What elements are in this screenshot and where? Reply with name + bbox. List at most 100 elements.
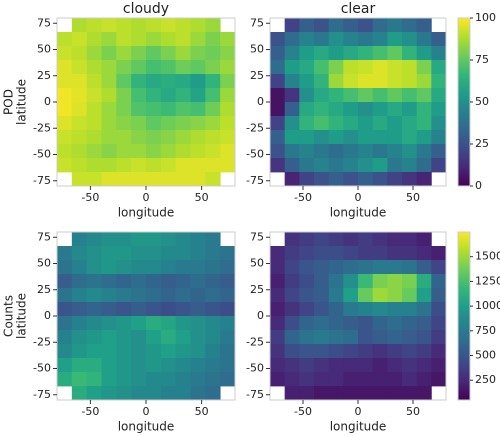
heatmap-cell — [328, 116, 344, 131]
heatmap-cell — [387, 116, 403, 131]
heatmap-cell — [343, 130, 359, 145]
heatmap-cell — [160, 102, 177, 117]
heatmap-cell — [86, 274, 102, 289]
heatmap-cell — [358, 116, 374, 131]
heatmap-cell — [146, 358, 162, 373]
heatmap-cell — [343, 358, 359, 373]
heatmap-cell — [343, 274, 359, 289]
heatmap-cell — [343, 158, 359, 173]
heatmap-cell — [387, 246, 403, 261]
heatmap-cell — [131, 46, 147, 61]
heatmap-cell — [431, 288, 447, 303]
heatmap-cell — [160, 130, 177, 145]
heatmap-cell — [402, 316, 418, 331]
heatmap-cell — [131, 60, 147, 75]
heatmap-cell — [372, 302, 388, 317]
heatmap-cell — [101, 144, 117, 159]
heatmap-cell — [299, 386, 315, 401]
heatmap-cell — [284, 172, 300, 187]
heatmap-cell — [160, 88, 177, 103]
x-tick-label: 0 — [143, 191, 150, 204]
heatmap-cell — [270, 60, 286, 75]
heatmap-cell — [190, 274, 206, 289]
heatmap-cell — [372, 358, 388, 373]
heatmap-cell — [416, 386, 432, 401]
heatmap-cell — [299, 130, 315, 145]
heatmap-cell — [175, 316, 191, 331]
heatmap-cell — [372, 102, 388, 117]
heatmap-cell — [205, 88, 221, 103]
heatmap-cell — [71, 18, 88, 33]
heatmap-cell — [175, 288, 191, 303]
heatmap-cell — [220, 274, 236, 289]
heatmap-cell — [175, 232, 191, 247]
heatmap-cell — [175, 18, 191, 33]
heatmap-cell — [299, 288, 315, 303]
heatmap-cell — [160, 116, 177, 131]
heatmap-cell — [343, 316, 359, 331]
heatmap-cell — [358, 372, 374, 387]
colorbar-tick-label: 50 — [475, 95, 489, 108]
heatmap-cell — [284, 130, 300, 145]
heatmap-cell — [86, 246, 102, 261]
heatmap-cell — [270, 260, 286, 275]
heatmap-cell — [416, 344, 432, 359]
heatmap-cell — [431, 60, 447, 75]
heatmap-cell — [314, 74, 330, 89]
heatmap-cell — [372, 18, 388, 33]
heatmap-cell — [131, 144, 147, 159]
heatmap-cell — [101, 316, 117, 331]
heatmap-cell — [314, 344, 330, 359]
heatmap-cell — [116, 316, 132, 331]
heatmap-cell — [431, 158, 447, 173]
heatmap-cell — [71, 344, 88, 359]
heatmap-cell — [131, 18, 147, 33]
heatmap-cell — [131, 302, 147, 317]
heatmap-cell — [314, 18, 330, 33]
heatmap-cell — [205, 18, 221, 33]
heatmap-cell — [190, 330, 206, 345]
heatmap-cell — [86, 302, 102, 317]
heatmap-cell — [270, 344, 286, 359]
heatmap-cell — [416, 302, 432, 317]
heatmap-cell — [387, 18, 403, 33]
heatmap-cell — [86, 260, 102, 275]
heatmap-cell — [131, 386, 147, 401]
y-tick-label: 75 — [37, 230, 51, 243]
heatmap-cell — [146, 274, 162, 289]
heatmap-cell — [343, 88, 359, 103]
heatmap-cell — [131, 172, 147, 187]
heatmap-cell — [372, 246, 388, 261]
heatmap-cell — [220, 60, 236, 75]
heatmap-cell — [358, 18, 374, 33]
heatmap-cell — [299, 60, 315, 75]
heatmap-cell — [343, 344, 359, 359]
heatmap-cell — [358, 74, 374, 89]
heatmap-cell — [299, 116, 315, 131]
heatmap-cell — [431, 316, 447, 331]
y-tick-label: 0 — [44, 309, 51, 322]
heatmap-cell — [175, 60, 191, 75]
heatmap-cell — [160, 232, 177, 247]
heatmap-cell — [116, 46, 132, 61]
heatmap-cell — [328, 102, 344, 117]
heatmap-cell — [387, 344, 403, 359]
heatmap-cell — [146, 246, 162, 261]
y-tick-label: -25 — [246, 335, 264, 348]
heatmap-cell — [328, 330, 344, 345]
heatmap-cell — [57, 260, 73, 275]
heatmap-cell — [358, 344, 374, 359]
heatmap-cell — [299, 232, 315, 247]
heatmap-cell — [190, 158, 206, 173]
heatmap-cell — [175, 116, 191, 131]
heatmap-cell — [220, 302, 236, 317]
heatmap-cell — [86, 32, 102, 47]
heatmap-cell — [431, 32, 447, 47]
heatmap-cell — [101, 246, 117, 261]
heatmap-cell — [299, 74, 315, 89]
heatmap-cell — [328, 302, 344, 317]
heatmap-cell — [387, 32, 403, 47]
heatmap-cell — [431, 274, 447, 289]
heatmap-cell — [402, 288, 418, 303]
heatmap-cell — [314, 46, 330, 61]
